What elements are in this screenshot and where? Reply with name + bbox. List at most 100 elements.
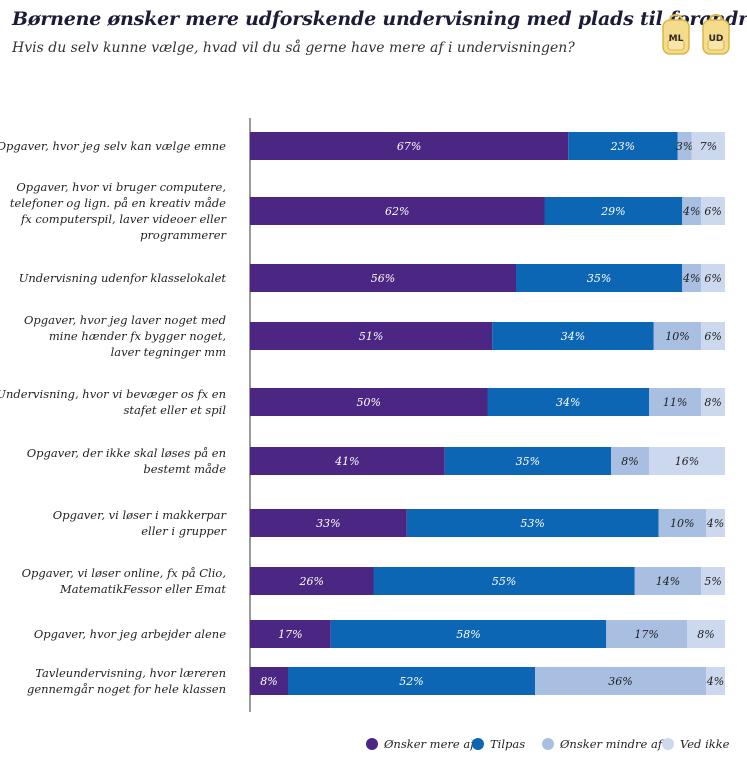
category-label: Opgaver, vi løser i makkerpar: [53, 508, 228, 522]
data-label: 10%: [670, 517, 694, 530]
legend-label: Ved ikke: [680, 737, 730, 751]
data-label: 17%: [634, 628, 658, 641]
bar-segment-tilpas: [406, 509, 659, 537]
bar-segment-onsker-mindre: [606, 620, 687, 648]
bar-segment-ved-ikke: [691, 132, 725, 160]
bar-segment-tilpas: [373, 567, 635, 595]
category-label: Opgaver, vi løser online, fx på Clio,: [22, 566, 226, 580]
bar-segment-onsker-mindre: [682, 197, 702, 225]
bar-segment-onsker-mindre: [682, 264, 702, 292]
data-label: 58%: [456, 628, 480, 641]
bar-segment-tilpas: [487, 388, 649, 416]
category-label: Tavleundervisning, hvor læreren: [35, 666, 226, 680]
category-label: Opgaver, hvor vi bruger computere,: [16, 180, 226, 194]
data-label: 8%: [621, 455, 638, 468]
legend-swatch: [542, 738, 554, 750]
legend-swatch: [366, 738, 378, 750]
category-label: mine hænder fx bygger noget,: [49, 329, 226, 343]
data-label: 56%: [371, 272, 395, 285]
bar-segment-ved-ikke: [706, 667, 725, 695]
data-label: 33%: [316, 517, 340, 530]
data-label: 23%: [610, 140, 635, 153]
bar-segment-ved-ikke: [701, 264, 725, 292]
data-label: 51%: [359, 330, 383, 343]
data-label: 6%: [704, 272, 721, 285]
data-label: 52%: [399, 675, 423, 688]
data-label: 4%: [682, 205, 700, 218]
bar-segment-tilpas: [516, 264, 683, 292]
category-label: Opgaver, hvor jeg selv kan vælge emne: [0, 139, 226, 153]
chart-subtitle: Hvis du selv kunne vælge, hvad vil du så…: [12, 40, 575, 56]
data-label: 16%: [675, 455, 699, 468]
legend-swatch: [662, 738, 674, 750]
category-label: Opgaver, der ikke skal løses på en: [27, 446, 226, 460]
data-label: 6%: [704, 205, 721, 218]
bar-segment-ved-ikke: [701, 197, 725, 225]
bar-segment-onsker-mere: [250, 667, 288, 695]
data-label: 62%: [385, 205, 409, 218]
data-label: 4%: [706, 517, 724, 530]
data-label: 11%: [663, 396, 687, 409]
data-label: 4%: [682, 272, 700, 285]
bar-segment-ved-ikke: [701, 388, 725, 416]
data-label: 5%: [704, 575, 721, 588]
bar-segment-ved-ikke: [701, 567, 725, 595]
data-label: 35%: [516, 455, 540, 468]
category-label: telefoner og lign. på en kreativ måde: [10, 196, 226, 210]
data-label: 41%: [334, 455, 359, 468]
badge-ud-label: UD: [708, 34, 724, 44]
bar-segment-onsker-mere: [250, 567, 374, 595]
category-label: Opgaver, hvor jeg laver noget med: [24, 313, 226, 327]
data-label: 14%: [656, 575, 680, 588]
category-label: programmerer: [140, 228, 227, 242]
legend-item-tilpas: Tilpas: [472, 736, 525, 754]
bar-segment-ved-ikke: [687, 620, 725, 648]
data-label: 8%: [704, 396, 721, 409]
bar-segment-onsker-mere: [250, 388, 488, 416]
data-label: 10%: [665, 330, 689, 343]
badge-ml-label: ML: [668, 34, 684, 44]
bar-segment-onsker-mindre: [634, 567, 702, 595]
data-label: 6%: [704, 330, 721, 343]
data-label: 36%: [608, 675, 632, 688]
bar-segment-onsker-mere: [250, 322, 493, 350]
category-label: gennemgår noget for hele klassen: [27, 682, 226, 696]
category-label: MatematikFessor eller Emat: [59, 582, 226, 596]
data-label: 50%: [357, 396, 381, 409]
backpack-icon: ML: [660, 14, 692, 56]
legend-item-onsker-mindre: Ønsker mindre af: [542, 736, 662, 754]
bar-segment-tilpas: [330, 620, 607, 648]
legend-label: Ønsker mere af: [384, 737, 475, 751]
bar-segment-ved-ikke: [706, 509, 725, 537]
bar-segment-onsker-mere: [250, 264, 516, 292]
data-label: 3%: [676, 140, 693, 153]
bar-segment-tilpas: [568, 132, 678, 160]
data-label: 53%: [520, 517, 544, 530]
backpack-icon: UD: [700, 14, 732, 56]
legend: Ønsker mere af Tilpas Ønsker mindre af V…: [360, 736, 740, 754]
data-label: 34%: [556, 396, 580, 409]
bar-segment-onsker-mindre: [611, 447, 649, 475]
data-label: 67%: [397, 140, 421, 153]
data-label: 26%: [299, 575, 324, 588]
legend-item-ved-ikke: Ved ikke: [662, 736, 730, 754]
data-label: 35%: [587, 272, 611, 285]
legend-label: Ønsker mindre af: [560, 737, 663, 751]
category-label: Undervisning, hvor vi bevæger os fx en: [0, 387, 226, 401]
category-label: fx computerspil, laver videoer eller: [20, 212, 227, 226]
bar-segment-tilpas: [492, 322, 654, 350]
chart-title: Børnene ønsker mere udforskende undervis…: [12, 8, 747, 30]
bar-segment-onsker-mindre: [677, 132, 692, 160]
bar-segment-tilpas: [444, 447, 611, 475]
legend-item-onsker-mere: Ønsker mere af: [366, 736, 474, 754]
category-label: bestemt måde: [143, 462, 226, 476]
data-label: 55%: [492, 575, 516, 588]
bar-segment-onsker-mere: [250, 509, 407, 537]
bar-segment-tilpas: [288, 667, 535, 695]
category-label: laver tegninger mm: [111, 345, 226, 359]
bar-segment-onsker-mere: [250, 620, 331, 648]
category-label: eller i grupper: [141, 524, 227, 538]
bar-segment-onsker-mere: [250, 197, 545, 225]
category-label: Undervisning udenfor klasselokalet: [19, 271, 227, 285]
